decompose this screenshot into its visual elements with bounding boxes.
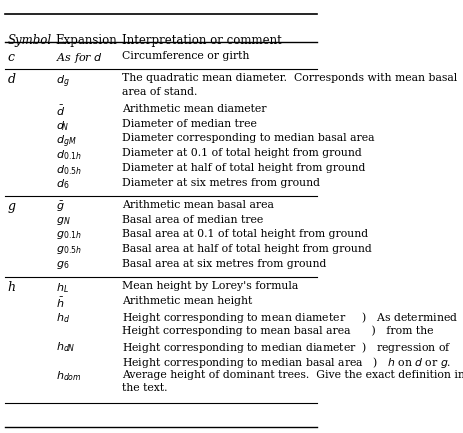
- Text: Diameter of median tree: Diameter of median tree: [122, 119, 257, 129]
- Text: $d_{gM}$: $d_{gM}$: [56, 133, 76, 150]
- Text: Basal area at half of total height from ground: Basal area at half of total height from …: [122, 244, 371, 254]
- Text: Height corresponding to mean diameter     )   As determined     $h_g$: Height corresponding to mean diameter ) …: [122, 311, 463, 328]
- Text: Diameter at 0.1 of total height from ground: Diameter at 0.1 of total height from gro…: [122, 148, 362, 158]
- Text: Basal area at 0.1 of total height from ground: Basal area at 0.1 of total height from g…: [122, 229, 368, 239]
- Text: $d_{0.1h}$: $d_{0.1h}$: [56, 148, 81, 162]
- Text: Expansion: Expansion: [56, 34, 117, 47]
- Text: $d_{0.5h}$: $d_{0.5h}$: [56, 163, 81, 177]
- Text: c: c: [8, 51, 15, 64]
- Text: The quadratic mean diameter.  Corresponds with mean basal: The quadratic mean diameter. Corresponds…: [122, 73, 457, 83]
- Text: $h_d$: $h_d$: [56, 311, 69, 325]
- Text: $h_L$: $h_L$: [56, 281, 69, 295]
- Text: Diameter at half of total height from ground: Diameter at half of total height from gr…: [122, 163, 365, 173]
- Text: Height corresponding to median basal area   )   $h$ on $d$ or $g$.: Height corresponding to median basal are…: [122, 355, 451, 370]
- Text: Diameter corresponding to median basal area: Diameter corresponding to median basal a…: [122, 133, 374, 143]
- Text: $g_{N}$: $g_{N}$: [56, 215, 70, 227]
- Text: Height corresponding to median diameter  )   regression of    $h_{gN}$: Height corresponding to median diameter …: [122, 340, 463, 358]
- Text: Basal area of median tree: Basal area of median tree: [122, 215, 263, 225]
- Text: Symbol: Symbol: [8, 34, 52, 47]
- Text: Arithmetic mean height: Arithmetic mean height: [122, 296, 252, 306]
- Text: $g_{0.1h}$: $g_{0.1h}$: [56, 229, 81, 242]
- Text: Arithmetic mean diameter: Arithmetic mean diameter: [122, 104, 266, 114]
- Text: $h_{dom}$: $h_{dom}$: [56, 370, 81, 384]
- Text: $h_{dN}$: $h_{dN}$: [56, 340, 75, 354]
- Text: $d_6$: $d_6$: [56, 178, 69, 191]
- Text: Basal area at six metres from ground: Basal area at six metres from ground: [122, 259, 326, 269]
- Text: $g_{0.5h}$: $g_{0.5h}$: [56, 244, 81, 256]
- Text: Arithmetic mean basal area: Arithmetic mean basal area: [122, 200, 274, 210]
- Text: Interpretation or comment: Interpretation or comment: [122, 34, 282, 47]
- Text: As for $d$: As for $d$: [56, 51, 102, 65]
- Text: $g_6$: $g_6$: [56, 259, 69, 271]
- Text: g: g: [8, 200, 16, 213]
- Text: h: h: [8, 281, 16, 294]
- Text: Mean height by Lorey's formula: Mean height by Lorey's formula: [122, 281, 298, 291]
- Text: $d_g$: $d_g$: [56, 73, 69, 90]
- Text: Average height of dominant trees.  Give the exact definition in: Average height of dominant trees. Give t…: [122, 370, 463, 380]
- Text: $d_{\!N}$: $d_{\!N}$: [56, 119, 69, 132]
- Text: $\bar{g}$: $\bar{g}$: [56, 200, 64, 214]
- Text: Height corresponding to mean basal area      )   from the: Height corresponding to mean basal area …: [122, 326, 433, 336]
- Text: $\bar{h}$: $\bar{h}$: [56, 296, 64, 310]
- Text: $\bar{d}$: $\bar{d}$: [56, 104, 64, 118]
- Text: area of stand.: area of stand.: [122, 87, 197, 97]
- Text: Diameter at six metres from ground: Diameter at six metres from ground: [122, 178, 320, 187]
- Text: the text.: the text.: [122, 383, 168, 393]
- Text: Circumference or girth: Circumference or girth: [122, 51, 250, 61]
- Text: d: d: [8, 73, 16, 86]
